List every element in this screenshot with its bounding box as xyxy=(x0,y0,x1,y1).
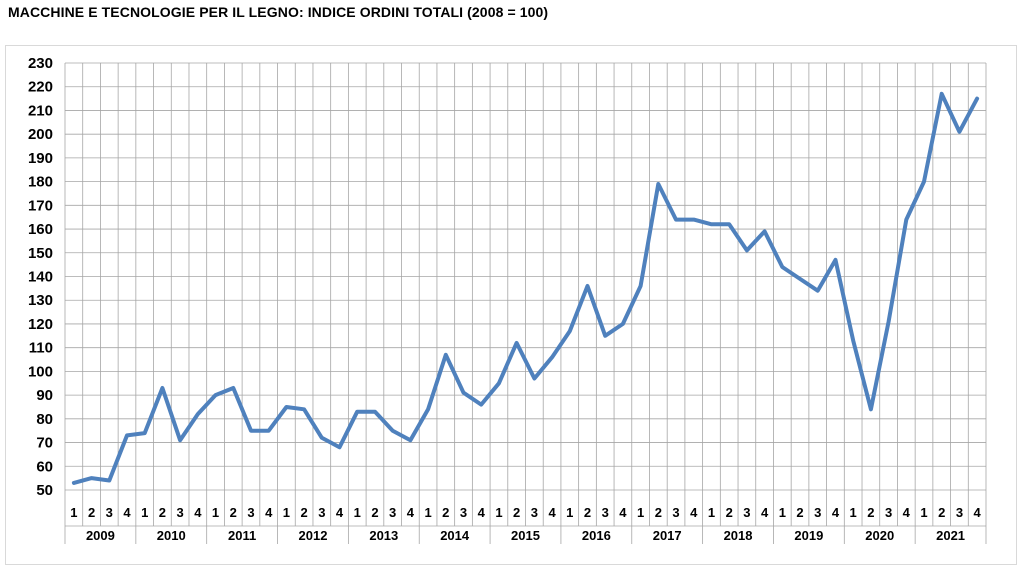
y-tick-label: 230 xyxy=(28,55,53,72)
quarter-label: 4 xyxy=(832,505,840,520)
quarter-label: 1 xyxy=(850,505,857,520)
year-label: 2021 xyxy=(936,528,965,543)
quarter-label: 4 xyxy=(619,505,627,520)
year-label: 2014 xyxy=(440,528,470,543)
year-label: 2015 xyxy=(511,528,540,543)
quarter-label: 4 xyxy=(265,505,273,520)
year-label: 2018 xyxy=(724,528,753,543)
quarter-label: 4 xyxy=(407,505,415,520)
quarter-label: 2 xyxy=(655,505,662,520)
quarter-label: 1 xyxy=(708,505,715,520)
quarter-label: 1 xyxy=(141,505,148,520)
y-tick-label: 50 xyxy=(36,482,53,499)
y-tick-label: 150 xyxy=(28,245,53,262)
quarter-label: 3 xyxy=(247,505,254,520)
quarter-label: 4 xyxy=(761,505,769,520)
quarter-label: 2 xyxy=(584,505,591,520)
y-tick-label: 180 xyxy=(28,174,53,191)
y-tick-label: 220 xyxy=(28,79,53,96)
quarter-label: 2 xyxy=(300,505,307,520)
quarter-label: 1 xyxy=(779,505,786,520)
chart-title: MACCHINE E TECNOLOGIE PER IL LEGNO: INDI… xyxy=(8,4,549,20)
series-line xyxy=(71,91,980,485)
year-label: 2013 xyxy=(369,528,398,543)
quarter-label: 2 xyxy=(513,505,520,520)
year-label: 2016 xyxy=(582,528,611,543)
quarter-label: 1 xyxy=(424,505,431,520)
year-label: 2017 xyxy=(653,528,682,543)
y-tick-label: 170 xyxy=(28,197,53,214)
quarter-label: 3 xyxy=(177,505,184,520)
quarter-label: 1 xyxy=(212,505,219,520)
quarter-label: 4 xyxy=(974,505,982,520)
quarter-label: 2 xyxy=(371,505,378,520)
quarter-label: 4 xyxy=(690,505,698,520)
quarter-label: 2 xyxy=(230,505,237,520)
y-tick-label: 110 xyxy=(29,340,53,357)
quarter-label: 3 xyxy=(318,505,325,520)
y-tick-label: 60 xyxy=(36,458,53,475)
quarter-label: 3 xyxy=(885,505,892,520)
quarter-label: 4 xyxy=(903,505,911,520)
quarter-label: 3 xyxy=(672,505,679,520)
quarter-label: 1 xyxy=(283,505,290,520)
y-tick-label: 160 xyxy=(28,221,53,238)
quarter-label: 3 xyxy=(956,505,963,520)
quarter-label: 3 xyxy=(106,505,113,520)
quarter-label: 2 xyxy=(938,505,945,520)
quarter-label: 1 xyxy=(495,505,502,520)
quarter-label: 2 xyxy=(796,505,803,520)
quarter-label: 3 xyxy=(602,505,609,520)
chart-frame xyxy=(5,45,1017,565)
y-tick-label: 130 xyxy=(28,292,53,309)
quarter-label: 1 xyxy=(637,505,644,520)
series-layer xyxy=(71,91,980,485)
quarter-label: 4 xyxy=(548,505,556,520)
quarter-label: 2 xyxy=(442,505,449,520)
quarter-label: 3 xyxy=(814,505,821,520)
quarter-label: 2 xyxy=(159,505,166,520)
quarter-label: 3 xyxy=(743,505,750,520)
quarter-label: 2 xyxy=(88,505,95,520)
quarter-label: 3 xyxy=(460,505,467,520)
year-label: 2010 xyxy=(157,528,186,543)
year-label: 2012 xyxy=(299,528,328,543)
quarter-label: 4 xyxy=(194,505,202,520)
quarter-label: 1 xyxy=(354,505,361,520)
y-tick-label: 70 xyxy=(36,435,53,452)
quarter-label: 2 xyxy=(726,505,733,520)
quarter-label: 3 xyxy=(531,505,538,520)
quarter-label: 4 xyxy=(478,505,486,520)
quarter-label: 3 xyxy=(389,505,396,520)
year-label: 2019 xyxy=(794,528,823,543)
y-tick-label: 120 xyxy=(28,316,53,333)
y-axis: 50 60 70 80 90 100 110 120 130 140 150 160 170 180 190… xyxy=(28,55,53,499)
quarter-label: 1 xyxy=(920,505,927,520)
y-tick-label: 100 xyxy=(28,363,53,380)
quarter-label: 1 xyxy=(566,505,573,520)
year-label: 2011 xyxy=(228,528,256,543)
quarter-label: 1 xyxy=(70,505,77,520)
gridlines xyxy=(64,62,987,544)
y-tick-label: 140 xyxy=(28,269,53,286)
year-label: 2009 xyxy=(86,528,115,543)
year-label: 2020 xyxy=(865,528,894,543)
y-tick-label: 90 xyxy=(36,387,53,404)
y-tick-label: 210 xyxy=(28,102,53,119)
y-tick-label: 80 xyxy=(36,411,53,428)
y-tick-label: 190 xyxy=(28,150,53,167)
y-tick-label: 200 xyxy=(28,126,53,143)
quarter-label: 4 xyxy=(123,505,131,520)
quarter-label: 2 xyxy=(867,505,874,520)
quarter-label: 4 xyxy=(336,505,344,520)
